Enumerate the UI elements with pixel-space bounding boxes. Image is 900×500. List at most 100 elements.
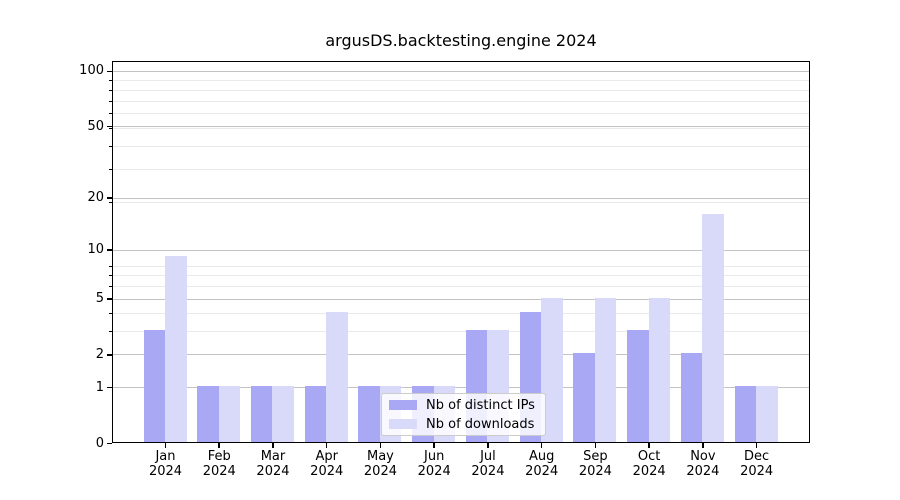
major-gridline xyxy=(113,249,809,251)
y-tick-label: 100 xyxy=(79,63,104,79)
x-tick-label-year: 2024 xyxy=(363,464,397,479)
y-minor-tick-mark xyxy=(109,80,112,82)
major-gridline xyxy=(113,126,809,128)
y-tick-mark xyxy=(107,354,112,356)
minor-gridline xyxy=(113,265,809,267)
legend-patch-downloads xyxy=(389,419,417,429)
x-tick-mark xyxy=(702,443,704,448)
minor-gridline xyxy=(113,112,809,114)
y-tick-label: 5 xyxy=(95,291,104,307)
y-minor-tick-mark xyxy=(109,145,112,147)
y-tick-label: 2 xyxy=(95,346,104,362)
major-gridline xyxy=(113,387,809,389)
y-minor-tick-mark xyxy=(109,89,112,91)
x-tick-label: Jan 2024 xyxy=(131,449,201,479)
legend-row: Nb of distinct IPs xyxy=(389,396,539,414)
x-tick-label: Feb 2024 xyxy=(184,449,254,479)
x-tick-label-year: 2024 xyxy=(525,464,559,479)
y-tick-mark xyxy=(107,249,112,251)
bar-ips-nov xyxy=(680,353,703,442)
x-tick-label-year: 2024 xyxy=(740,464,774,479)
minor-gridline xyxy=(113,80,809,82)
bar-downloads-mar xyxy=(272,386,294,442)
minor-gridline xyxy=(113,313,809,315)
minor-gridline xyxy=(113,145,809,147)
legend: Nb of distinct IPs Nb of downloads xyxy=(381,393,546,436)
x-tick-label-year: 2024 xyxy=(417,464,451,479)
major-gridline xyxy=(113,354,809,356)
bar-downloads-oct xyxy=(648,297,671,442)
x-tick-label-year: 2024 xyxy=(686,464,720,479)
y-minor-tick-mark xyxy=(109,201,112,203)
y-minor-tick-mark xyxy=(109,100,112,102)
x-tick-mark xyxy=(164,443,167,448)
y-minor-tick-mark xyxy=(109,127,112,129)
x-tick-label: Sep 2024 xyxy=(560,449,630,479)
x-tick-label-year: 2024 xyxy=(578,464,612,479)
x-tick-label: May 2024 xyxy=(345,449,415,479)
y-tick-label: 20 xyxy=(87,190,104,206)
x-tick-label: Dec 2024 xyxy=(722,449,792,479)
bar-downloads-jan xyxy=(165,256,187,442)
x-tick-label: Jun 2024 xyxy=(399,449,469,479)
bar-downloads-apr xyxy=(326,312,348,442)
y-tick-label: 50 xyxy=(87,118,104,134)
y-tick-mark xyxy=(107,442,112,445)
minor-gridline xyxy=(113,201,809,203)
legend-row: Nb of downloads xyxy=(389,415,539,433)
x-tick-label: Oct 2024 xyxy=(614,449,684,479)
x-tick-mark xyxy=(540,443,543,448)
y-tick-mark xyxy=(107,125,112,128)
x-tick-mark xyxy=(487,443,489,448)
minor-gridline xyxy=(113,275,809,277)
x-tick-label-year: 2024 xyxy=(310,464,344,479)
bar-ips-oct xyxy=(627,330,649,442)
minor-gridline xyxy=(113,100,809,102)
minor-gridline xyxy=(113,89,809,91)
x-tick-mark xyxy=(218,443,220,448)
x-tick-mark xyxy=(755,443,758,448)
bar-ips-feb xyxy=(197,386,219,442)
bar-downloads-sep xyxy=(594,297,617,442)
bar-downloads-dec xyxy=(756,386,778,442)
bar-downloads-feb xyxy=(218,386,241,442)
x-tick-mark xyxy=(594,443,597,448)
major-gridline xyxy=(113,197,809,199)
bar-ips-may xyxy=(358,386,380,442)
x-tick-mark xyxy=(379,443,382,448)
x-tick-label-year: 2024 xyxy=(471,464,505,479)
x-tick-label: Aug 2024 xyxy=(507,449,577,479)
legend-patch-ips xyxy=(389,400,417,410)
bar-downloads-nov xyxy=(702,213,724,442)
x-tick-mark xyxy=(648,443,650,448)
y-minor-tick-mark xyxy=(109,313,112,315)
x-tick-label: Jul 2024 xyxy=(453,449,523,479)
chart-title: argusDS.backtesting.engine 2024 xyxy=(325,31,597,50)
y-minor-tick-mark xyxy=(109,168,112,170)
y-tick-label: 10 xyxy=(87,242,104,258)
x-tick-mark xyxy=(433,443,435,448)
legend-label: Nb of downloads xyxy=(426,416,535,432)
x-tick-label-year: 2024 xyxy=(202,464,236,479)
bar-ips-mar xyxy=(250,386,273,442)
y-minor-tick-mark xyxy=(109,112,112,114)
x-tick-mark xyxy=(325,443,328,448)
y-tick-mark xyxy=(107,197,112,199)
bar-ips-apr xyxy=(304,386,327,442)
minor-gridline xyxy=(113,168,809,170)
x-tick-label: Nov 2024 xyxy=(668,449,738,479)
x-tick-label: Mar 2024 xyxy=(238,449,308,479)
y-tick-label: 0 xyxy=(95,435,104,451)
bar-ips-jan xyxy=(143,330,165,442)
minor-gridline xyxy=(113,127,809,129)
bar-ips-dec xyxy=(734,386,757,442)
major-gridline xyxy=(113,70,809,72)
minor-gridline xyxy=(113,286,809,288)
minor-gridline xyxy=(113,331,809,333)
bar-ips-sep xyxy=(573,353,595,442)
major-gridline xyxy=(113,298,809,300)
y-tick-mark xyxy=(107,386,112,389)
y-minor-tick-mark xyxy=(109,331,112,333)
plot-area xyxy=(112,61,810,443)
